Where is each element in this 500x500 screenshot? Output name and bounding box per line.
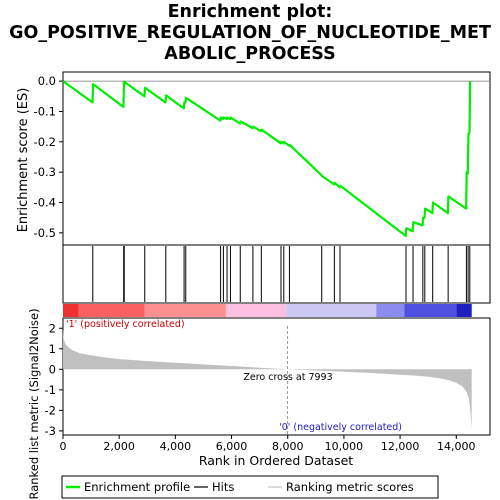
rank-color-segment bbox=[404, 304, 456, 317]
es-tick-label: -0.5 bbox=[34, 226, 56, 240]
x-tick-label: 6,000 bbox=[216, 440, 248, 453]
rank-color-segment bbox=[286, 304, 376, 317]
es-tick-label: -0.1 bbox=[34, 104, 56, 118]
x-tick-label: 10,000 bbox=[325, 440, 364, 453]
metric-panel: 2 1 0 -1 -2 -3 0 2,000 4,000 6,000 8,000 10,000 12,0… bbox=[45, 321, 476, 453]
x-tick-label: 8,000 bbox=[272, 440, 304, 453]
x-tick-label: 12,000 bbox=[381, 440, 420, 453]
legend-label: Hits bbox=[212, 480, 234, 494]
legend-label: Ranking metric scores bbox=[286, 480, 414, 494]
positive-correlation-label: '1' (positively correlated) bbox=[66, 319, 185, 330]
zero-cross-annotation: Zero cross at 7993 bbox=[243, 372, 332, 383]
rank-color-segment bbox=[78, 304, 144, 317]
rank-color-segment bbox=[226, 304, 286, 317]
rank-color-segment bbox=[144, 304, 225, 317]
rank-color-segment bbox=[376, 304, 404, 317]
es-tick-label: -0.3 bbox=[34, 165, 56, 179]
es-tick-label: 0.0 bbox=[38, 74, 56, 88]
enrichment-profile-line bbox=[63, 81, 470, 236]
metric-tick-label: -2 bbox=[45, 403, 56, 417]
hits-panel bbox=[93, 246, 470, 302]
x-axis-label: Rank in Ordered Dataset bbox=[199, 453, 353, 468]
es-panel-frame bbox=[63, 72, 490, 245]
x-tick-label: 14,000 bbox=[437, 440, 476, 453]
hits-panel-frame bbox=[63, 245, 490, 303]
x-tick-label: 4,000 bbox=[160, 440, 192, 453]
es-tick-label: -0.2 bbox=[34, 135, 56, 149]
rank-color-segment bbox=[456, 304, 471, 317]
es-panel: 0.0 -0.1 -0.2 -0.3 -0.4 -0.5 bbox=[34, 74, 490, 240]
metric-tick-label: 2 bbox=[49, 321, 56, 335]
metric-tick-label: -3 bbox=[45, 424, 56, 438]
es-tick-label: -0.4 bbox=[34, 196, 56, 210]
metric-tick-label: 0 bbox=[49, 362, 56, 376]
metric-tick-label: 1 bbox=[49, 342, 56, 356]
es-axis-label: Enrichment score (ES) bbox=[16, 88, 31, 233]
metric-tick-label: -1 bbox=[45, 383, 56, 397]
x-tick-label: 0 bbox=[60, 440, 67, 453]
metric-axis-label: Ranked list metric (Signal2Noise) bbox=[27, 308, 41, 499]
negative-correlation-label: '0' (negatively correlated) bbox=[279, 422, 402, 433]
x-tick-label: 2,000 bbox=[103, 440, 135, 453]
legend-label: Enrichment profile bbox=[84, 480, 190, 494]
rank-color-segment bbox=[63, 304, 78, 317]
rank-color-bar bbox=[63, 304, 472, 317]
